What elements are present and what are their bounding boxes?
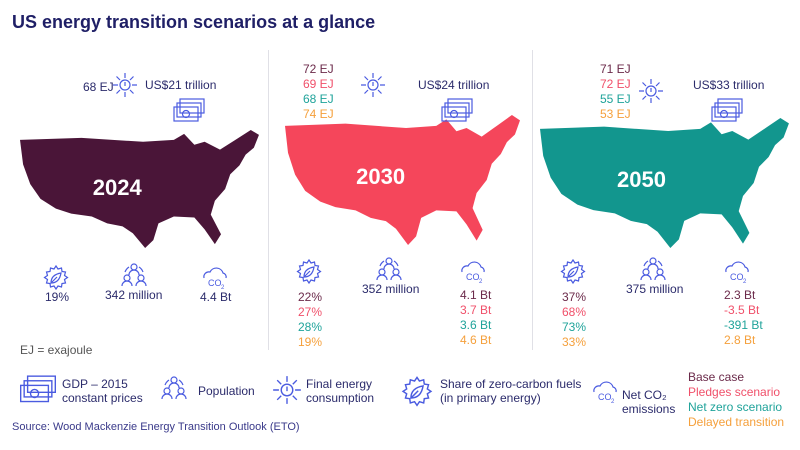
energy-values: 71 EJ 72 EJ 55 EJ 53 EJ — [600, 62, 631, 122]
co2-value: 4.4 Bt — [200, 290, 232, 304]
leaf-gear-icon — [42, 264, 70, 292]
gdp-value: US$33 trillion — [693, 78, 765, 92]
sun-icon — [272, 375, 302, 405]
page-title: US energy transition scenarios at a glan… — [12, 12, 376, 32]
co2-values: 4.1 Bt 3.7 Bt 3.6 Bt 4.6 Bt — [460, 288, 491, 348]
energy-value: 69 EJ — [303, 77, 334, 91]
energy-value: 53 EJ — [600, 107, 631, 121]
svg-text:2: 2 — [479, 279, 483, 284]
legend-pledges: Pledges scenario — [688, 385, 781, 399]
energy-value: 72 EJ — [600, 77, 631, 91]
energy-value: 68 EJ — [303, 92, 334, 106]
svg-text:2: 2 — [611, 399, 615, 404]
co2-value: -391 Bt — [724, 318, 763, 332]
year-label: 2030 — [356, 164, 406, 190]
fuels-value: 19% — [45, 290, 70, 304]
gdp-value: US$24 trillion — [418, 78, 490, 92]
co2-value: 4.6 Bt — [460, 333, 492, 347]
population-icon — [639, 256, 667, 282]
co2-cloud-icon: CO 2 — [200, 264, 230, 290]
us-map-2030 — [285, 115, 521, 250]
fuels-value: 73% — [562, 320, 587, 334]
unit-note: EJ = exajoule — [20, 343, 93, 357]
legend-gdp: GDP – 2015 constant prices — [62, 377, 143, 405]
energy-values: 72 EJ 69 EJ 68 EJ 74 EJ — [303, 62, 334, 122]
co2-value: 3.7 Bt — [460, 303, 492, 317]
legend-co2: Net CO₂ emissions — [622, 388, 676, 416]
fuels-values: 19% — [45, 290, 69, 305]
money-icon — [18, 375, 58, 405]
money-icon — [172, 98, 206, 124]
fuels-value: 37% — [562, 290, 587, 304]
co2-cloud-icon: CO 2 — [722, 258, 752, 284]
legend-fuels: Share of zero-carbon fuels (in primary e… — [440, 377, 582, 405]
co2-value: 4.1 Bt — [460, 288, 492, 302]
legend-delayed: Delayed transition — [688, 415, 785, 429]
svg-text:CO: CO — [598, 392, 612, 402]
svg-text:CO: CO — [466, 272, 480, 282]
leaf-gear-icon — [295, 258, 323, 286]
year-label: 2024 — [92, 174, 142, 200]
legend-energy: Final energy consumption — [306, 377, 375, 405]
co2-value: 3.6 Bt — [460, 318, 492, 332]
sun-icon — [112, 72, 138, 98]
energy-value: 68 EJ — [83, 80, 114, 94]
source: Source: Wood Mackenzie Energy Transition… — [12, 421, 300, 433]
fuels-value: 22% — [298, 290, 323, 304]
money-icon — [440, 98, 474, 124]
fuels-value: 27% — [298, 305, 323, 319]
svg-text:2: 2 — [221, 285, 225, 290]
population-value: 375 million — [626, 282, 684, 296]
fuels-values: 37% 68% 73% 33% — [562, 290, 586, 350]
co2-value: -3.5 Bt — [724, 303, 760, 317]
co2-values: 2.3 Bt -3.5 Bt -391 Bt 2.8 Bt — [724, 288, 763, 348]
co2-values: 4.4 Bt — [200, 290, 231, 305]
fuels-value: 19% — [298, 335, 323, 349]
us-map-2050 — [540, 118, 790, 253]
divider — [268, 50, 269, 350]
us-map-2024 — [20, 130, 260, 253]
fuels-value: 68% — [562, 305, 587, 319]
leaf-gear-icon — [400, 375, 434, 409]
money-icon — [710, 98, 744, 124]
svg-text:CO: CO — [208, 278, 222, 288]
legend-base: Base case — [688, 370, 745, 384]
energy-value: 72 EJ — [303, 62, 334, 76]
sun-icon — [360, 72, 386, 98]
svg-text:2: 2 — [743, 279, 747, 284]
divider — [532, 50, 533, 350]
population-icon — [375, 256, 403, 282]
fuels-value: 33% — [562, 335, 587, 349]
fuels-values: 22% 27% 28% 19% — [298, 290, 322, 350]
legend-population: Population — [198, 384, 255, 398]
energy-values: 68 EJ — [83, 80, 114, 95]
gdp-value: US$21 trillion — [145, 78, 217, 92]
energy-value: 71 EJ — [600, 62, 631, 76]
population-value: 352 million — [362, 282, 420, 296]
sun-icon — [638, 78, 664, 104]
leaf-gear-icon — [559, 258, 587, 286]
population-value: 342 million — [105, 288, 163, 302]
scenario-legend: Base case Pledges scenario Net zero scen… — [688, 370, 784, 430]
energy-value: 55 EJ — [600, 92, 631, 106]
co2-cloud-icon: CO 2 — [458, 258, 488, 284]
fuels-value: 28% — [298, 320, 323, 334]
legend-netzero: Net zero scenario — [688, 400, 783, 414]
svg-text:CO: CO — [730, 272, 744, 282]
co2-value: 2.3 Bt — [724, 288, 756, 302]
co2-cloud-icon: CO 2 — [590, 378, 620, 404]
population-icon — [120, 262, 148, 288]
energy-value: 74 EJ — [303, 107, 334, 121]
year-label: 2050 — [617, 167, 666, 193]
population-icon — [160, 375, 188, 401]
co2-value: 2.8 Bt — [724, 333, 756, 347]
